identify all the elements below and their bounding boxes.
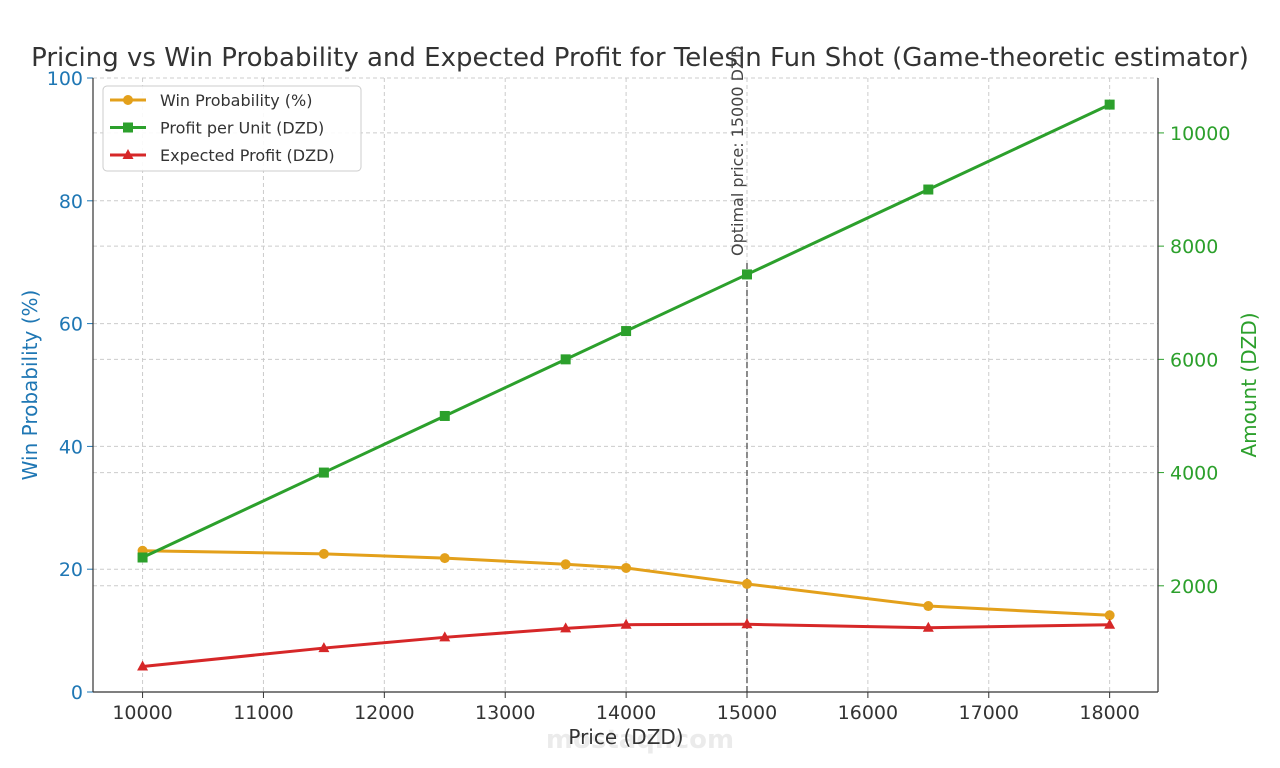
legend-label-win-probability: Win Probability (%) <box>160 91 313 110</box>
x-tick-label: 12000 <box>354 702 414 724</box>
legend-marker-expected-profit-dzd <box>122 149 134 159</box>
watermark: mostaql.com <box>546 725 734 755</box>
legend-label-expected-profit-dzd: Expected Profit (DZD) <box>160 146 335 165</box>
profit-per-unit-dzd-point <box>318 467 329 478</box>
profit-per-unit-dzd-point <box>1104 99 1115 110</box>
x-tick-label: 14000 <box>596 702 656 724</box>
x-tick-label: 13000 <box>475 702 535 724</box>
profit-per-unit-dzd-point <box>137 552 148 563</box>
x-tick-label: 18000 <box>1079 702 1139 724</box>
axes: 10000 11000 12000 13000 14000 15000 16000 17000… <box>47 68 1231 724</box>
win-probability-point <box>621 562 632 573</box>
profit-per-unit-dzd-point <box>560 354 571 365</box>
profit-per-unit-dzd-point <box>923 184 934 195</box>
x-tick-label: 10000 <box>112 702 172 724</box>
right-tick-label: 2000 <box>1170 576 1218 598</box>
legend-label-profit-per-unit-dzd: Profit per Unit (DZD) <box>160 119 324 138</box>
left-axis-label: Win Probability (%) <box>18 290 42 481</box>
expected-profit-dzd-point <box>439 631 451 642</box>
expected-profit-dzd-point <box>560 622 572 633</box>
legend: Win Probability (%) Profit per Unit (DZD)… <box>102 85 362 172</box>
x-tick-label: 16000 <box>838 702 898 724</box>
left-tick-label: 100 <box>47 68 83 90</box>
win-probability-point <box>1104 610 1115 621</box>
legend-marker-profit-per-unit-dzd <box>123 122 133 133</box>
legend-marker-win-probability <box>123 95 133 105</box>
left-tick-label: 0 <box>71 682 83 704</box>
series-layer <box>137 99 1116 692</box>
expected-profit-dzd-line <box>142 622 1110 668</box>
left-tick-label: 40 <box>59 436 83 458</box>
left-tick-label: 20 <box>59 559 83 581</box>
right-tick-label: 10000 <box>1170 123 1230 145</box>
chart-title: Pricing vs Win Probability and Expected … <box>31 43 1249 73</box>
profit-per-unit-dzd-point <box>439 410 450 421</box>
expected-profit-dzd-point <box>137 660 149 671</box>
right-tick-label: 8000 <box>1170 236 1218 258</box>
right-tick-label: 4000 <box>1170 463 1218 485</box>
expected-profit-dzd-point <box>1104 618 1116 629</box>
profit-per-unit-dzd-point <box>741 269 752 280</box>
left-tick-label: 80 <box>59 191 83 213</box>
expected-profit-dzd-point <box>741 618 753 629</box>
expected-profit-dzd-point <box>922 621 934 632</box>
right-tick-label: 6000 <box>1170 349 1218 371</box>
optimal-price-annotation: Optimal price: 15000 DZD <box>728 46 747 256</box>
x-tick-label: 11000 <box>233 702 293 724</box>
x-tick-label: 15000 <box>717 702 777 724</box>
expected-profit-dzd-point <box>620 618 632 629</box>
win-probability-point <box>318 548 329 559</box>
profit-per-unit-dzd-point <box>621 326 632 337</box>
win-probability-point <box>560 559 571 570</box>
expected-profit-dzd-point <box>318 642 330 653</box>
win-probability-point <box>439 553 450 564</box>
win-probability-line <box>142 549 1110 617</box>
right-axis-label: Amount (DZD) <box>1237 312 1261 457</box>
win-probability-point <box>741 578 752 589</box>
x-tick-label: 17000 <box>959 702 1019 724</box>
profit-per-unit-dzd-line <box>141 103 1111 559</box>
win-probability-point <box>923 601 934 612</box>
left-tick-label: 60 <box>59 314 83 336</box>
x-axis-label: Price (DZD) <box>568 725 683 749</box>
